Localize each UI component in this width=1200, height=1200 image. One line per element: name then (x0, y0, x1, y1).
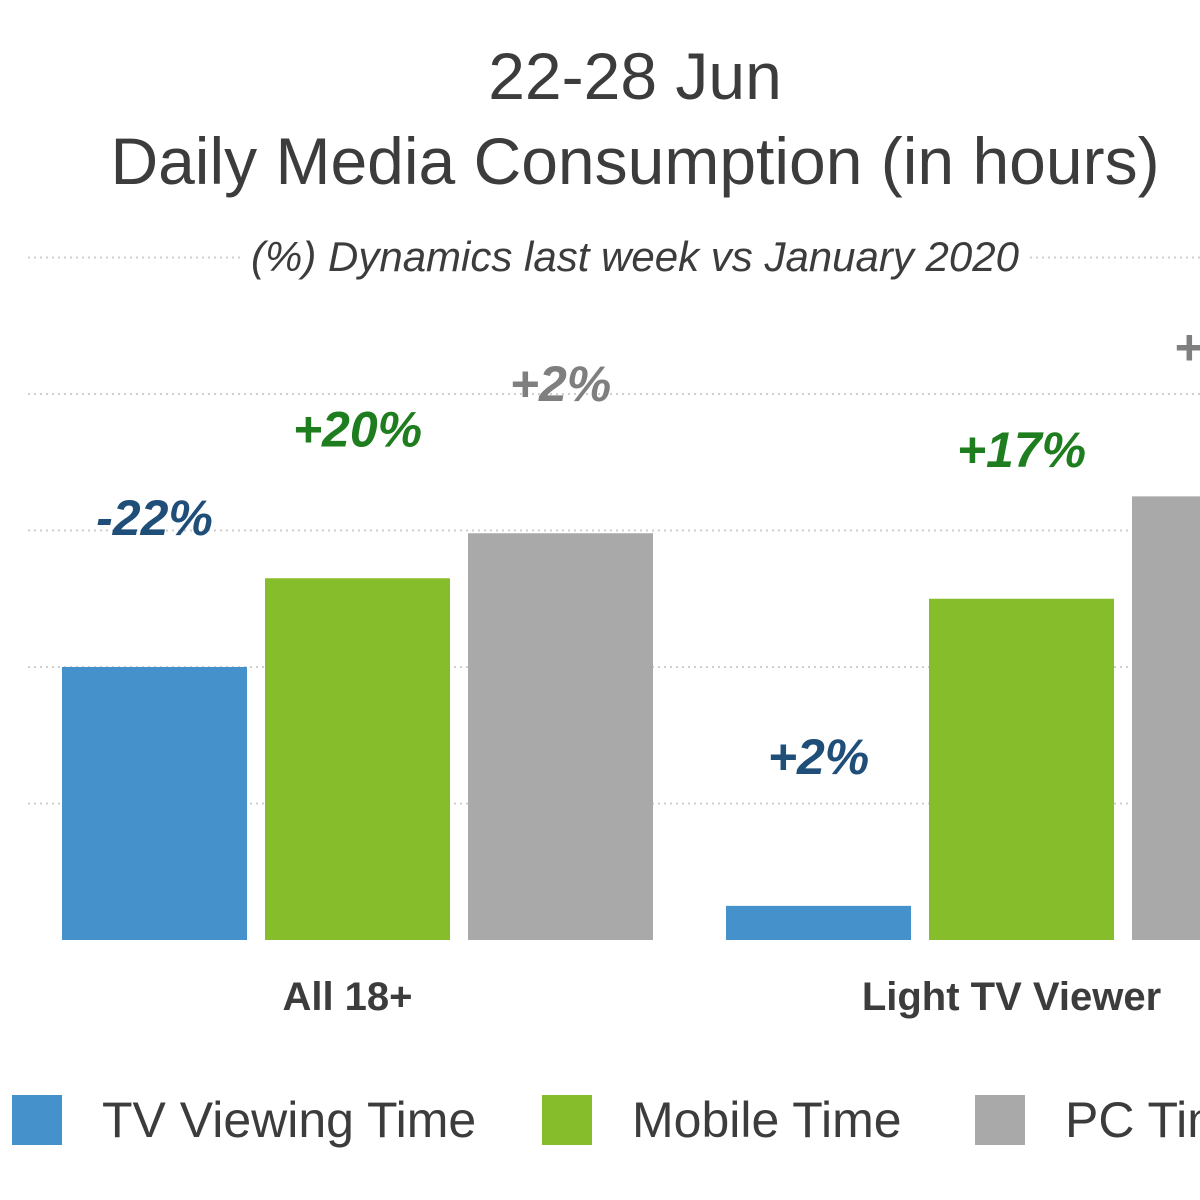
bar (726, 905, 911, 940)
legend-label-mobile: Mobile Time (632, 1092, 902, 1148)
data-label: +2% (510, 356, 611, 412)
category-labels: All 18+ Light TV Viewer (282, 975, 1161, 1019)
data-label: -22% (96, 490, 213, 546)
legend-label-tv: TV Viewing Time (102, 1092, 477, 1148)
chart-title-line1: 22-28 Jun (488, 39, 782, 113)
legend-swatch-tv (12, 1095, 62, 1145)
data-label: +2% (768, 729, 869, 785)
legend-item-tv: TV Viewing Time (12, 1090, 476, 1150)
category-label: All 18+ (282, 975, 412, 1019)
data-label: +20% (293, 401, 422, 457)
chart-subtitle-text: (%) Dynamics last week vs January 2020 (243, 233, 1027, 280)
data-label: +5% (1174, 319, 1200, 375)
bar (265, 578, 450, 940)
legend-item-pc: PC Time (975, 1090, 1200, 1150)
legend: TV Viewing Time Mobile Time PC Time (0, 1090, 1200, 1150)
data-labels: -22% +20% +2% +2% +17% +5% (96, 319, 1200, 785)
legend-label-pc: PC Time (1065, 1092, 1200, 1148)
bar (62, 667, 247, 940)
data-label: +17% (957, 422, 1086, 478)
legend-swatch-mobile (542, 1095, 592, 1145)
bar (468, 533, 653, 940)
legend-swatch-pc (975, 1095, 1025, 1145)
chart-title-line2: Daily Media Consumption (in hours) (110, 124, 1160, 198)
bars (62, 496, 1200, 940)
chart-subtitle: (%) Dynamics last week vs January 2020 (0, 232, 1200, 282)
category-label: Light TV Viewer (862, 975, 1161, 1019)
bar (1132, 496, 1200, 940)
legend-item-mobile: Mobile Time (542, 1090, 902, 1150)
bar (929, 598, 1114, 940)
